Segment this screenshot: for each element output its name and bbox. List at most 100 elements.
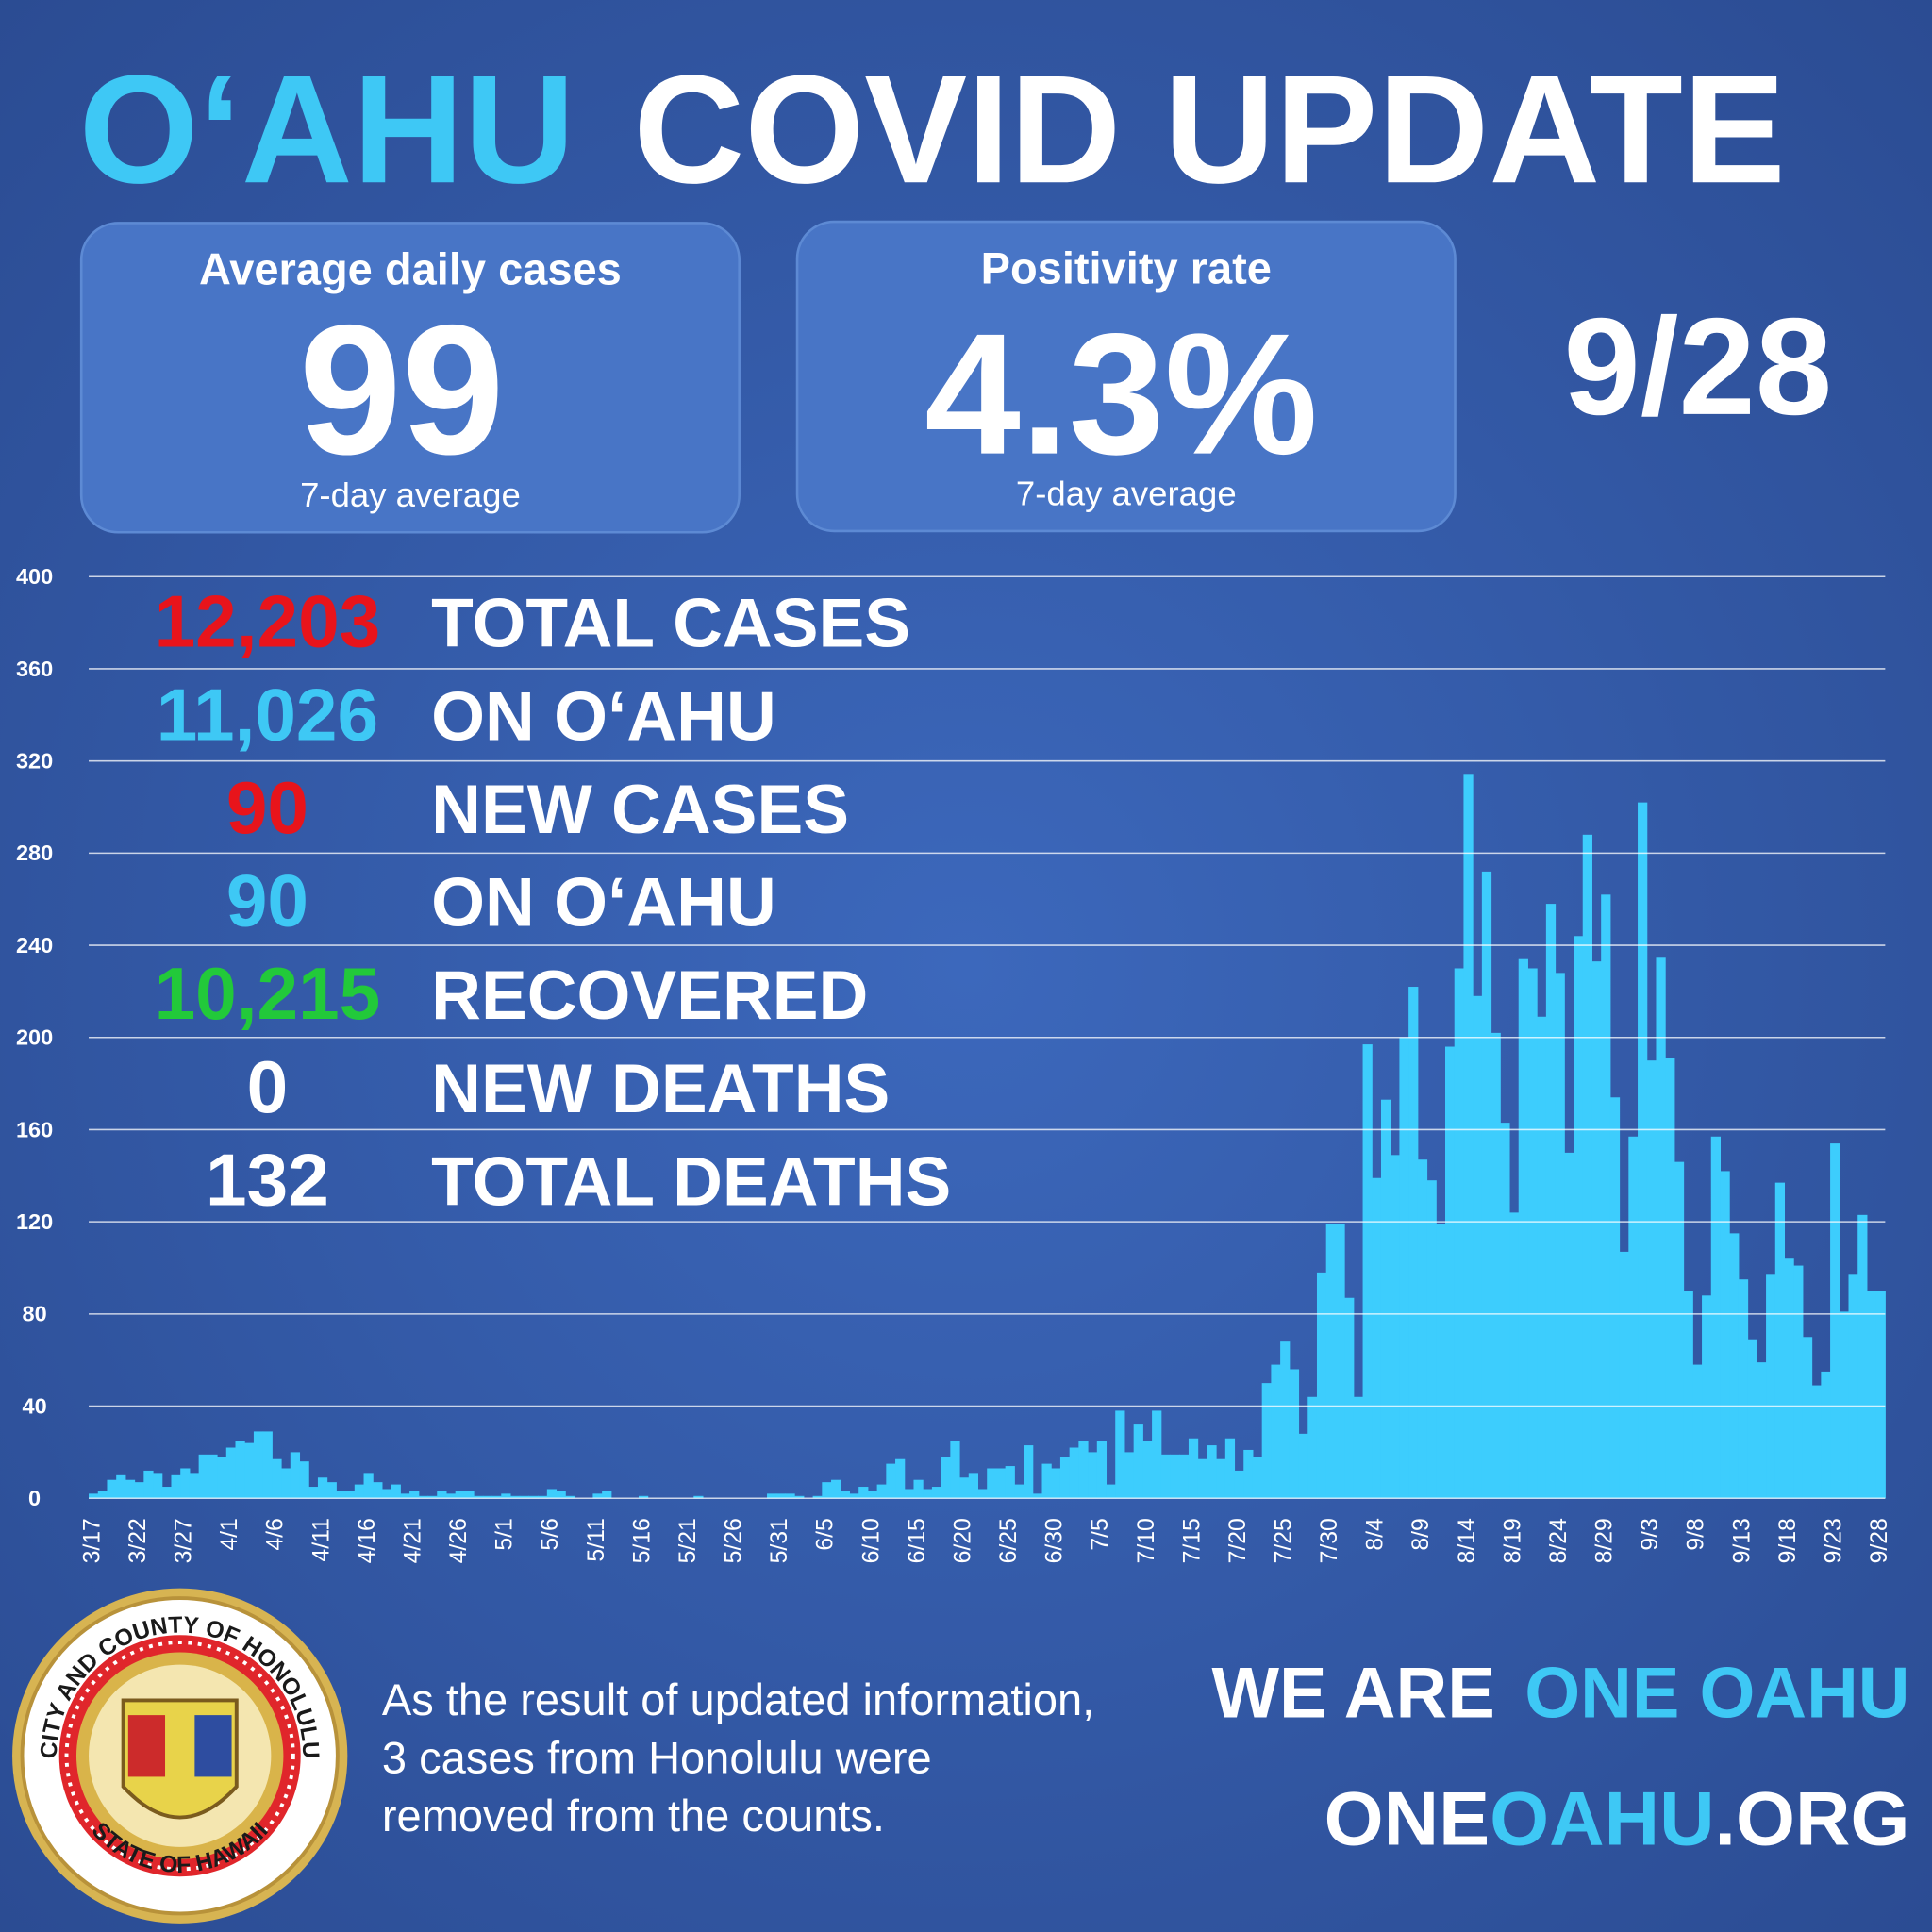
- slogan-one-oahu: ONE OAHU: [1524, 1654, 1909, 1734]
- bar: [464, 1491, 475, 1499]
- bar: [1729, 1233, 1740, 1499]
- bar: [225, 1447, 237, 1499]
- bar: [1848, 1274, 1858, 1499]
- bar: [1692, 1364, 1703, 1499]
- bar: [1271, 1364, 1281, 1499]
- y-tick-label: 80: [23, 1302, 47, 1326]
- bar: [161, 1487, 173, 1499]
- stat-note: 7-day average: [300, 475, 521, 514]
- x-tick-label: 8/29: [1592, 1518, 1618, 1563]
- bar: [1601, 894, 1611, 1499]
- bar: [1142, 1441, 1153, 1499]
- bar: [822, 1482, 832, 1499]
- bar: [1298, 1433, 1308, 1499]
- bar: [1738, 1279, 1749, 1499]
- seal-stripes: [127, 1715, 166, 1777]
- bar: [1399, 1037, 1409, 1499]
- bar: [840, 1491, 850, 1499]
- x-tick-label: 8/4: [1363, 1518, 1389, 1551]
- stat-box: Positivity rate 4.3% 7-day average: [795, 220, 1457, 533]
- bar: [1766, 1274, 1776, 1499]
- bar: [308, 1487, 319, 1499]
- bar: [528, 1495, 539, 1499]
- summary-number: 132: [206, 1138, 329, 1221]
- stat-box-bg: [795, 220, 1457, 533]
- bar: [107, 1479, 117, 1499]
- y-tick-label: 240: [16, 933, 53, 958]
- bar: [299, 1461, 309, 1499]
- bar: [1078, 1441, 1089, 1499]
- footnote-line: 3 cases from Honolulu were: [382, 1733, 932, 1783]
- x-tick-label: 8/14: [1455, 1518, 1480, 1563]
- bar: [1307, 1396, 1318, 1499]
- bar: [794, 1495, 805, 1499]
- bar: [1665, 1058, 1675, 1499]
- bar: [345, 1491, 356, 1499]
- x-tick-label: 6/25: [996, 1518, 1022, 1563]
- bar: [262, 1431, 273, 1499]
- bar: [244, 1442, 255, 1499]
- x-tick-label: 9/23: [1821, 1518, 1846, 1563]
- bar: [1646, 1060, 1657, 1499]
- summary-label: NEW CASES: [431, 772, 849, 848]
- bar: [638, 1495, 649, 1499]
- bar: [1564, 1152, 1574, 1499]
- bar: [1609, 1097, 1621, 1499]
- x-tick-label: 7/30: [1317, 1518, 1342, 1563]
- bar: [1197, 1458, 1208, 1499]
- x-tick-label: 7/5: [1088, 1518, 1113, 1550]
- stat-box: Average daily cases 99 7-day average: [79, 222, 741, 534]
- bar: [1426, 1180, 1437, 1499]
- bar: [775, 1493, 786, 1499]
- bar: [1857, 1214, 1868, 1499]
- bar: [354, 1484, 365, 1499]
- bar: [1683, 1291, 1693, 1499]
- y-tick-label: 120: [16, 1209, 53, 1234]
- bar: [1839, 1311, 1850, 1499]
- bar: [1747, 1339, 1757, 1499]
- bar: [904, 1489, 914, 1499]
- seal: CITY AND COUNTY OF HONOLULU STATE OF HAW…: [12, 1588, 348, 1924]
- bar: [491, 1495, 502, 1499]
- bar: [1518, 958, 1528, 1499]
- stat-label: Positivity rate: [981, 242, 1272, 292]
- bar: [171, 1474, 181, 1499]
- x-tick-label: 4/11: [308, 1518, 334, 1561]
- bar: [602, 1491, 612, 1499]
- bar: [785, 1493, 795, 1499]
- x-tick-label: 7/20: [1225, 1518, 1251, 1563]
- x-tick-label: 8/24: [1546, 1518, 1572, 1563]
- bar: [1243, 1449, 1254, 1499]
- bar: [1032, 1493, 1043, 1499]
- bar: [1784, 1258, 1794, 1499]
- bar: [1710, 1136, 1722, 1499]
- bar: [1757, 1362, 1767, 1499]
- bar: [134, 1482, 144, 1499]
- bar: [1555, 973, 1565, 1499]
- bar: [427, 1495, 438, 1499]
- bar: [1252, 1457, 1263, 1499]
- bar: [445, 1493, 457, 1499]
- x-tick-label: 6/10: [858, 1518, 884, 1563]
- bar: [1353, 1396, 1364, 1499]
- slogan: WE ARE ONE OAHU: [1212, 1654, 1910, 1734]
- bar: [1417, 1159, 1428, 1499]
- bar: [959, 1477, 970, 1499]
- bar: [501, 1493, 511, 1499]
- summary-label: ON O‘AHU: [431, 678, 776, 755]
- bar: [363, 1473, 374, 1499]
- title: O‘AHU COVID UPDATE: [79, 42, 1786, 215]
- bar: [592, 1493, 603, 1499]
- y-tick-label: 40: [23, 1393, 47, 1418]
- x-tick-label: 8/9: [1408, 1518, 1434, 1550]
- bar: [1491, 1032, 1501, 1499]
- bar: [153, 1473, 163, 1499]
- bar: [1619, 1251, 1629, 1499]
- bar: [1830, 1143, 1840, 1499]
- bar: [1152, 1410, 1162, 1499]
- date: 9/28: [1563, 290, 1832, 443]
- bar: [546, 1489, 558, 1499]
- bar: [1115, 1410, 1125, 1499]
- y-tick-label: 200: [16, 1025, 53, 1050]
- bar: [1591, 961, 1602, 1499]
